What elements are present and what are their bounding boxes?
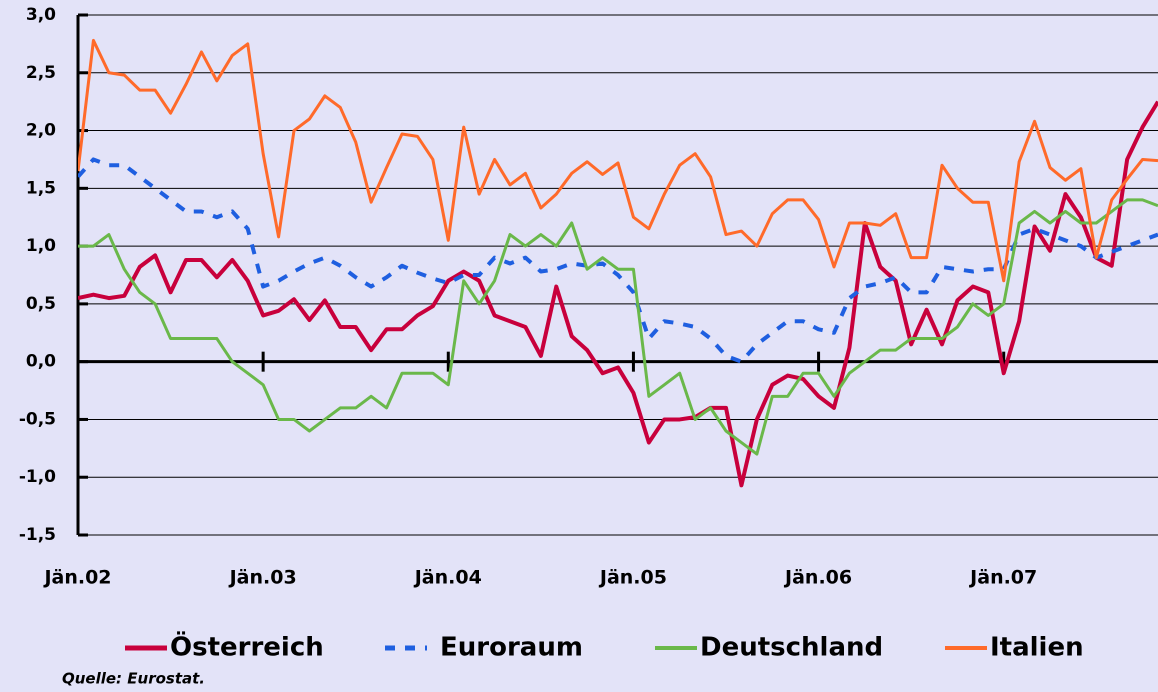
y-tick-label: 1,0 bbox=[26, 236, 56, 256]
legend-label: Österreich bbox=[170, 630, 324, 663]
series-line bbox=[78, 198, 1158, 456]
y-tick-label: 0,0 bbox=[26, 352, 56, 372]
x-tick-label: Jän.04 bbox=[413, 567, 482, 589]
y-tick-label: -0,5 bbox=[19, 409, 56, 429]
series-line bbox=[78, 38, 1158, 283]
legend-label: Euroraum bbox=[440, 633, 583, 663]
x-tick-label: Jän.03 bbox=[228, 567, 297, 589]
y-tick-label: 3,0 bbox=[26, 5, 56, 25]
plot-area bbox=[78, 38, 1158, 488]
x-tick-label: Jän.07 bbox=[968, 567, 1037, 589]
y-tick-label: 2,5 bbox=[26, 63, 56, 83]
y-tick-label: -1,5 bbox=[19, 525, 56, 545]
x-tick-label: Jän.02 bbox=[42, 567, 111, 589]
series-line bbox=[78, 100, 1158, 488]
legend-label: Deutschland bbox=[700, 633, 883, 663]
x-tick-label: Jän.06 bbox=[783, 567, 852, 589]
source-note: Quelle: Eurostat. bbox=[62, 670, 205, 688]
x-tick-label: Jän.05 bbox=[598, 567, 667, 589]
y-tick-label: -1,0 bbox=[19, 467, 56, 487]
y-tick-label: 1,5 bbox=[26, 178, 56, 198]
series-line bbox=[78, 157, 1158, 364]
y-tick-label: 0,5 bbox=[26, 294, 56, 314]
y-tick-label: 2,0 bbox=[26, 121, 56, 141]
legend-label: Italien bbox=[990, 633, 1084, 663]
